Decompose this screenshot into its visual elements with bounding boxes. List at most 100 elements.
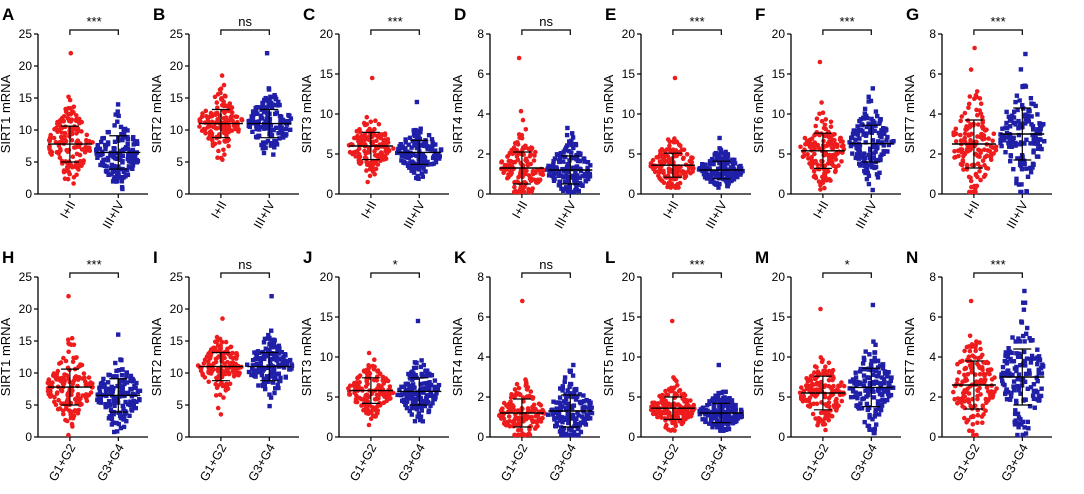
- data-point-group1: [958, 132, 963, 138]
- data-point-group2: [863, 164, 869, 169]
- data-point-group2: [876, 130, 882, 136]
- data-point-group2: [725, 172, 730, 177]
- data-point-group2: [718, 397, 723, 403]
- data-point-group1: [371, 377, 377, 383]
- data-point-group2: [421, 362, 426, 368]
- data-point-group2: [1004, 361, 1009, 366]
- data-point-group1: [230, 368, 236, 374]
- data-point-group2: [1023, 431, 1029, 436]
- data-point-group2: [269, 344, 275, 350]
- data-point-group2: [1027, 404, 1033, 409]
- data-point-group1: [817, 371, 822, 377]
- data-point-group2: [1035, 362, 1040, 367]
- data-point-group1: [805, 152, 810, 157]
- data-point-group1: [964, 124, 969, 129]
- data-point-group2: [725, 161, 730, 166]
- x-tick-label: I+II: [359, 199, 380, 221]
- data-point-group1: [681, 418, 686, 423]
- data-point-group2: [134, 399, 139, 404]
- data-point-group1: [510, 151, 515, 157]
- data-point-group2: [1027, 336, 1032, 341]
- data-point-group2: [261, 376, 266, 381]
- data-point-group1: [211, 367, 216, 372]
- data-point-group2: [265, 351, 271, 357]
- data-point-group1: [511, 189, 517, 195]
- data-point-group2: [878, 157, 883, 163]
- data-point-group2: [276, 99, 281, 105]
- data-point-group2: [707, 162, 712, 167]
- data-point-group2: [246, 118, 251, 124]
- data-point-group1: [969, 365, 974, 371]
- data-point-group2: [582, 156, 587, 161]
- data-point-group2: [288, 127, 293, 132]
- data-point-group2: [281, 135, 286, 140]
- data-point-group1: [66, 349, 71, 355]
- data-point-group2: [878, 381, 883, 386]
- data-point-group1: [977, 108, 982, 113]
- data-point-group1: [78, 362, 83, 367]
- data-point-group1: [828, 134, 834, 140]
- data-point-group1: [811, 168, 817, 174]
- data-point-group1: [352, 390, 357, 396]
- data-point-group2: [723, 165, 728, 170]
- data-point-group1: [79, 147, 85, 152]
- data-point-group2: [588, 416, 593, 421]
- data-point-group1: [201, 361, 207, 366]
- data-point-group1: [216, 148, 221, 154]
- data-point-group2: [431, 393, 436, 398]
- data-point-group2: [877, 170, 882, 175]
- data-point-group1: [508, 395, 514, 400]
- data-point-group1: [372, 126, 377, 132]
- data-point-group1: [235, 372, 240, 377]
- data-point-group1: [689, 159, 695, 165]
- data-point-group2: [585, 160, 591, 165]
- data-point-group2: [864, 394, 869, 399]
- data-point-group1: [70, 359, 76, 365]
- data-point-group1: [60, 408, 66, 414]
- data-point-group2: [128, 399, 133, 404]
- data-point-group2: [859, 123, 864, 128]
- data-point-group2: [423, 373, 428, 379]
- data-point-group2: [130, 378, 136, 383]
- data-point-group1: [61, 169, 67, 175]
- data-point-group2: [401, 384, 406, 389]
- data-point-group1: [975, 420, 980, 426]
- data-point-group2: [418, 381, 423, 387]
- data-point-group1: [984, 385, 990, 390]
- data-point-group2: [864, 401, 870, 407]
- data-point-group1: [833, 141, 838, 147]
- x-tick-label: III+IV: [251, 198, 278, 231]
- data-point-group2: [724, 426, 729, 432]
- data-point-group2: [565, 125, 570, 131]
- data-point-group1: [52, 399, 57, 405]
- data-point-group2: [873, 109, 879, 114]
- data-point-group1: [823, 427, 828, 433]
- data-point-group2: [558, 418, 563, 423]
- data-point-group2: [428, 393, 433, 398]
- data-point-group2: [1002, 382, 1007, 388]
- data-point-group2: [708, 417, 714, 422]
- data-point-group1: [982, 379, 987, 384]
- data-point-group2: [264, 51, 270, 56]
- data-point-group2: [1015, 156, 1020, 161]
- data-point-group2: [103, 169, 109, 174]
- data-point-group2: [1003, 150, 1008, 155]
- data-point-group2: [576, 150, 581, 156]
- data-point-group2: [122, 411, 127, 417]
- data-point-group2: [1039, 386, 1044, 391]
- data-point-group1: [834, 396, 839, 402]
- data-point-group2: [267, 359, 273, 364]
- data-point-group2: [570, 131, 575, 136]
- data-point-group2: [403, 146, 408, 151]
- data-point-group2: [262, 382, 267, 388]
- data-point-group2: [414, 128, 420, 134]
- data-point-group1: [965, 149, 970, 154]
- data-point-group1: [832, 404, 837, 410]
- data-point-group1: [77, 152, 83, 158]
- data-point-group1: [514, 381, 520, 387]
- data-point-group2: [266, 332, 271, 338]
- y-tick-label: 5: [326, 390, 333, 404]
- data-point-group2: [105, 158, 111, 163]
- data-point-group1: [823, 150, 829, 156]
